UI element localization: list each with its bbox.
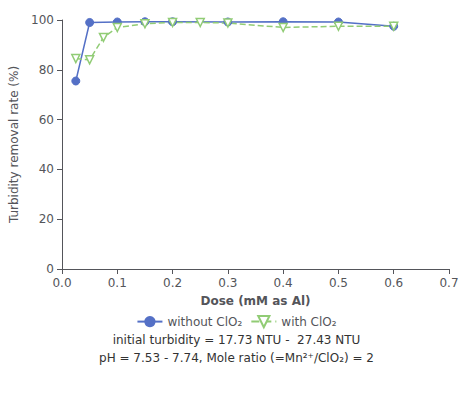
svg-text:Dose (mM as Al): Dose (mM as Al) [200, 294, 310, 308]
svg-text:with ClO₂: with ClO₂ [281, 315, 336, 329]
svg-text:40: 40 [39, 162, 54, 176]
svg-text:pH = 7.53 - 7.74, Mole ratio (: pH = 7.53 - 7.74, Mole ratio (=Mn²⁺/ClO₂… [99, 351, 374, 365]
svg-text:80: 80 [39, 63, 54, 77]
svg-text:20: 20 [39, 212, 54, 226]
svg-text:without ClO₂: without ClO₂ [167, 315, 242, 329]
svg-text:100: 100 [31, 13, 54, 27]
svg-text:0.1: 0.1 [108, 276, 127, 290]
svg-text:0.0: 0.0 [52, 276, 71, 290]
svg-text:0.2: 0.2 [163, 276, 182, 290]
svg-text:initial turbidity = 17.73 NTU: initial turbidity = 17.73 NTU - 27.43 NT… [113, 333, 361, 347]
svg-text:Turbidity removal rate (%): Turbidity removal rate (%) [7, 66, 21, 224]
svg-text:0.3: 0.3 [218, 276, 237, 290]
svg-text:60: 60 [39, 113, 54, 127]
svg-text:0.7: 0.7 [439, 276, 458, 290]
svg-text:0.6: 0.6 [384, 276, 403, 290]
svg-text:0.4: 0.4 [274, 276, 293, 290]
svg-text:0.5: 0.5 [329, 276, 348, 290]
svg-text:0: 0 [46, 262, 54, 276]
